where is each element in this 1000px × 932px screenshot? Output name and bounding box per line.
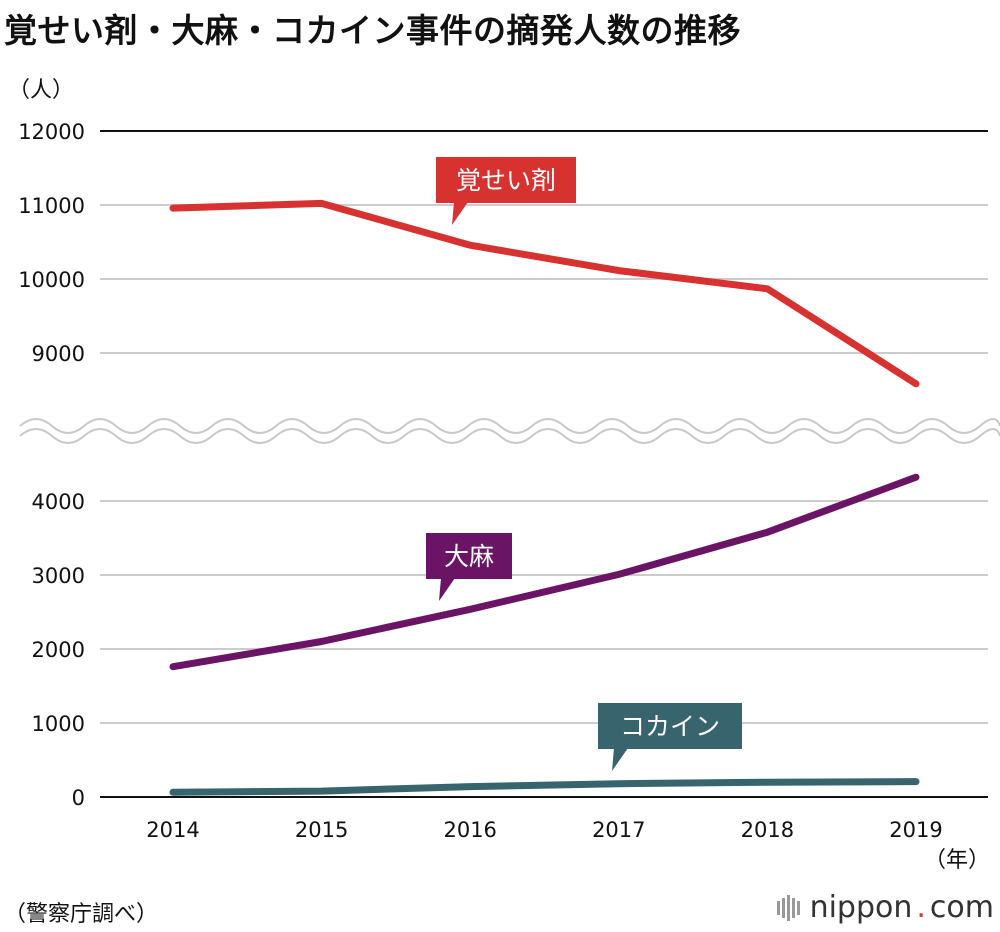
y-tick-label: 9000 — [32, 342, 85, 366]
series-label: 大麻 — [444, 542, 494, 571]
callout-box — [426, 533, 512, 579]
series-label: コカイン — [620, 712, 720, 741]
y-tick-label: 12000 — [18, 120, 85, 144]
x-tick-label: 2018 — [741, 818, 794, 842]
callout-pointer — [612, 748, 628, 771]
callout-1: 覚せい剤 — [436, 157, 576, 225]
brand-tld: com — [929, 890, 994, 925]
callout-box — [598, 703, 742, 749]
gridlines — [100, 130, 988, 798]
x-tick-label: 2019 — [889, 818, 942, 842]
y-tick-label: 2000 — [32, 638, 85, 662]
axis-break-wave-top — [19, 418, 1000, 434]
callout-box — [436, 157, 576, 203]
chart-title: 覚せい剤・大麻・コカイン事件の摘発人数の推移 — [4, 11, 741, 50]
axis-break-mark — [19, 418, 1000, 444]
series-line-2 — [169, 473, 920, 671]
brand-bars-icon — [776, 894, 800, 921]
y-tick-label: 1000 — [32, 712, 85, 736]
x-tick-label: 2014 — [146, 818, 199, 842]
series-lines — [169, 199, 920, 796]
y-tick-label: 4000 — [32, 490, 85, 514]
y-tick-label: 10000 — [18, 268, 85, 292]
x-tick-label: 2016 — [443, 818, 496, 842]
y-tick-label: 11000 — [18, 194, 85, 218]
callout-2: 大麻 — [426, 533, 512, 601]
brand-logo: nippon. com — [776, 890, 994, 925]
x-axis-unit: （年） — [923, 848, 990, 873]
series-line-1 — [169, 199, 920, 388]
callout-3: コカイン — [598, 703, 742, 771]
brand-name: nippon — [809, 890, 913, 925]
series-label: 覚せい剤 — [456, 166, 556, 195]
series-line-3 — [169, 778, 920, 796]
y-axis-unit: （人） — [8, 78, 75, 103]
x-tick-labels: 2014 2015 2016 2017 2018 2019 — [146, 818, 942, 842]
x-tick-label: 2017 — [592, 818, 645, 842]
axis-break-wave-bottom — [19, 428, 1000, 444]
y-tick-label: 3000 — [32, 564, 85, 588]
x-tick-label: 2015 — [295, 818, 348, 842]
source-note: （警察庁調べ） — [4, 902, 159, 927]
brand-dot: . — [916, 890, 926, 925]
callout-pointer — [452, 202, 468, 225]
y-tick-label: 0 — [72, 786, 85, 810]
callout-pointer — [439, 578, 455, 601]
